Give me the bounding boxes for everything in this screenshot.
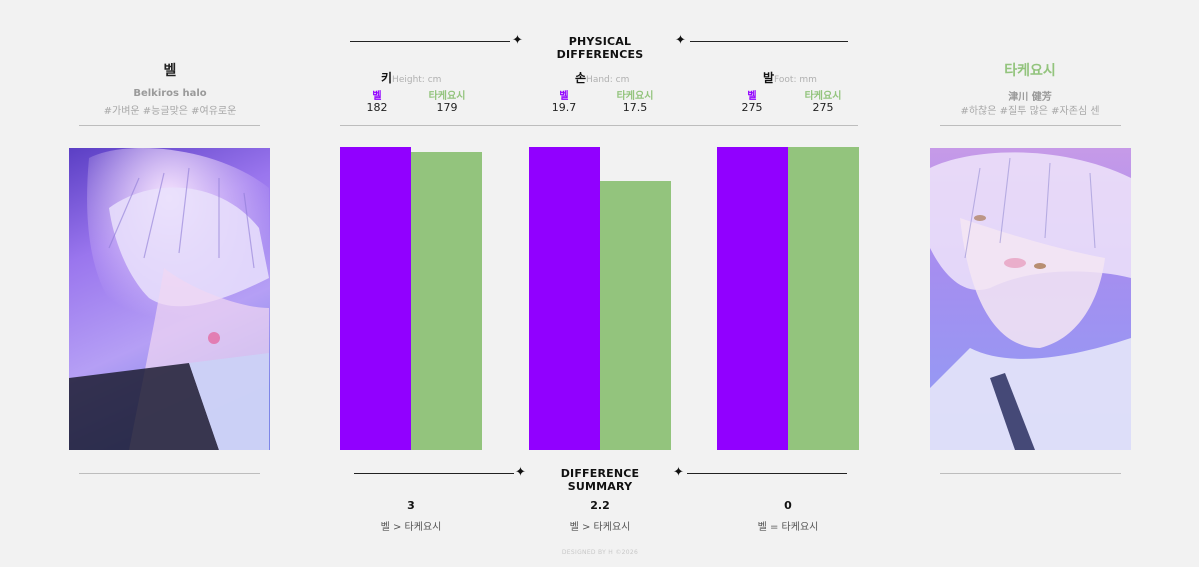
metric-unit-foot: Foot: mm: [774, 75, 817, 85]
right-character-tags: #하찮은 #질투 많은 #자존심 센: [960, 106, 1100, 117]
physical-differences-title: PHYSICAL DIFFERENCES: [556, 35, 644, 61]
right-character-name: 타케요시: [1004, 63, 1056, 79]
summary-foot-value: 0: [784, 499, 792, 512]
metric-header-height: 키Height: cm: [381, 69, 441, 86]
sparkle-icon: ✦: [675, 33, 686, 48]
summary-hand-value: 2.2: [590, 499, 610, 512]
summary-hand-relation: 벨 > 타케요시: [569, 522, 631, 533]
metric-unit-hand: Hand: cm: [586, 75, 630, 85]
metric-hand-label-b: 타케요시: [616, 91, 654, 102]
bar-foot-bell: [717, 147, 788, 450]
metric-header-foot: 발Foot: mm: [763, 69, 817, 86]
left-character-name: 벨: [163, 63, 177, 79]
metric-height-label-b: 타케요시: [428, 91, 466, 102]
left-character-portrait: [69, 148, 270, 450]
bar-height-bell: [340, 147, 411, 450]
left-character-subtitle: Belkiros halo: [133, 88, 207, 99]
metric-title-height: 키: [381, 71, 393, 85]
metric-height-value-b: 179: [436, 101, 458, 114]
right-character-subtitle: 津川 健芳: [1008, 92, 1052, 103]
sparkle-icon: ✦: [515, 465, 526, 480]
metric-foot-label-a: 벨: [747, 91, 757, 102]
difference-summary-title: DIFFERENCE SUMMARY: [560, 467, 640, 493]
sparkle-icon: ✦: [673, 465, 684, 480]
chart-top-divider: [340, 125, 858, 126]
footer-credit: DESIGNED BY H ©2026: [561, 549, 639, 556]
metric-hand-label-a: 벨: [559, 91, 569, 102]
metric-header-hand: 손Hand: cm: [575, 69, 629, 86]
metric-hand-value-b: 17.5: [622, 101, 648, 114]
bar-hand-takeyoshi: [600, 181, 671, 450]
summary-rule-left: [354, 473, 514, 474]
left-bottom-divider: [79, 473, 260, 474]
summary-foot-relation: 벨 = 타케요시: [757, 522, 819, 533]
bar-height-takeyoshi: [411, 152, 482, 450]
summary-rule-right: [687, 473, 847, 474]
sparkle-icon: ✦: [512, 33, 523, 48]
right-divider: [940, 125, 1121, 126]
left-character-tags: #가벼운 #능글맞은 #여유로운: [103, 106, 237, 117]
metric-foot-label-b: 타케요시: [804, 91, 842, 102]
metric-title-hand: 손: [575, 71, 587, 85]
header-rule-right: [690, 41, 848, 42]
summary-height-value: 3: [407, 499, 415, 512]
metric-foot-value-a: 275: [741, 101, 763, 114]
metric-title-foot: 발: [763, 71, 775, 85]
right-character-portrait: [930, 148, 1131, 450]
metric-height-value-a: 182: [366, 101, 388, 114]
left-divider: [79, 125, 260, 126]
metric-foot-value-b: 275: [812, 101, 834, 114]
right-bottom-divider: [940, 473, 1121, 474]
metric-hand-value-a: 19.7: [551, 101, 577, 114]
summary-height-relation: 벨 > 타케요시: [380, 522, 442, 533]
metric-unit-height: Height: cm: [392, 75, 442, 85]
metric-height-label-a: 벨: [372, 91, 382, 102]
header-rule-left: [350, 41, 510, 42]
bar-foot-takeyoshi: [788, 147, 859, 450]
bar-hand-bell: [529, 147, 600, 450]
